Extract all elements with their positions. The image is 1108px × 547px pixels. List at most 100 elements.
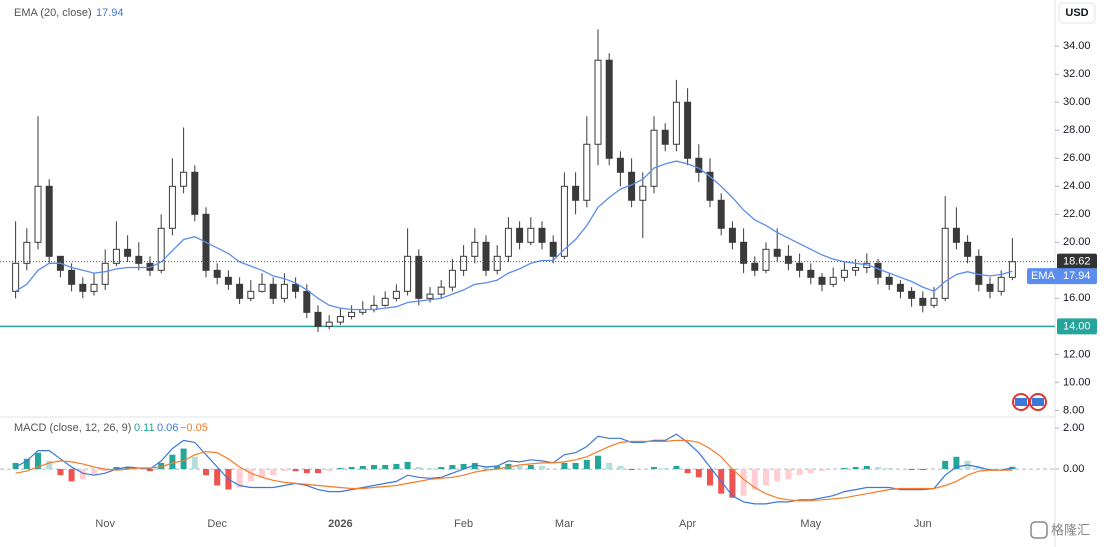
macd-bar bbox=[247, 469, 254, 482]
y-tick-label: 22.00 bbox=[1063, 208, 1091, 220]
macd-bar bbox=[449, 464, 456, 470]
y-tick-label: 28.00 bbox=[1063, 124, 1091, 136]
candle-body bbox=[392, 290, 400, 299]
candle-body bbox=[516, 227, 524, 243]
candle-body bbox=[773, 248, 781, 257]
macd-bar bbox=[774, 469, 781, 482]
candle-body bbox=[605, 59, 613, 159]
macd-bar bbox=[326, 469, 333, 472]
candle-body bbox=[583, 143, 591, 201]
currency: USD bbox=[1065, 7, 1088, 19]
x-tick-label: Jun bbox=[914, 518, 932, 530]
currency-box[interactable] bbox=[1058, 2, 1096, 24]
macd-bar bbox=[348, 467, 355, 470]
candle-body bbox=[482, 241, 490, 271]
macd-bar bbox=[684, 469, 691, 474]
macd-bar bbox=[628, 469, 635, 471]
macd-bar bbox=[561, 462, 568, 470]
candle-body bbox=[292, 283, 300, 292]
candle-body bbox=[952, 227, 960, 243]
candle-body bbox=[90, 283, 98, 292]
candle-body bbox=[247, 290, 255, 299]
y-tick-label: 8.00 bbox=[1063, 404, 1084, 416]
candle-body bbox=[717, 199, 725, 229]
candle-body bbox=[213, 269, 221, 278]
candle-body bbox=[751, 262, 759, 271]
macd-legend: MACD (close, 12, 26, 9) bbox=[14, 422, 131, 434]
candle-body bbox=[527, 227, 535, 243]
macd-bar bbox=[751, 469, 758, 490]
macd-bar bbox=[975, 467, 982, 470]
candle-body bbox=[941, 227, 949, 299]
macd-bar bbox=[102, 469, 109, 472]
macd-bar bbox=[191, 456, 198, 470]
x-tick-label: Apr bbox=[679, 518, 696, 530]
macd-bar bbox=[942, 460, 949, 470]
candle-body bbox=[784, 255, 792, 264]
macd-bar bbox=[471, 462, 478, 470]
macd-bar bbox=[695, 469, 702, 478]
macd-bar bbox=[617, 465, 624, 470]
macd-bar bbox=[572, 462, 579, 470]
macd-bar bbox=[863, 465, 870, 470]
x-tick-label: 2026 bbox=[328, 518, 352, 530]
candle-body bbox=[706, 171, 714, 201]
candle-body bbox=[45, 185, 53, 257]
y-tick-label: 24.00 bbox=[1063, 180, 1091, 192]
candle-body bbox=[672, 101, 680, 145]
candle-body bbox=[336, 316, 344, 323]
candle-body bbox=[404, 255, 412, 292]
candle-body bbox=[135, 255, 143, 264]
macd-bar bbox=[303, 469, 310, 474]
ema-tag-name: EMA bbox=[1031, 270, 1056, 282]
candle-body bbox=[728, 227, 736, 243]
macd-bar bbox=[763, 469, 769, 486]
candle-body bbox=[303, 290, 311, 313]
macd-bar bbox=[35, 452, 41, 470]
macd-bar bbox=[382, 464, 389, 470]
level-tag bbox=[1057, 318, 1097, 335]
watermark-text: 格隆汇 bbox=[1051, 522, 1090, 537]
macd-bar bbox=[673, 465, 680, 470]
y-tick-label: 34.00 bbox=[1063, 40, 1091, 52]
candle-body bbox=[124, 248, 132, 257]
candle-body bbox=[818, 276, 826, 285]
macd-bar bbox=[68, 469, 75, 482]
macd-signal-value: −0.05 bbox=[180, 422, 208, 434]
candle-body bbox=[269, 283, 277, 299]
candle-body bbox=[796, 262, 804, 271]
macd-line-value: 0.06 bbox=[157, 422, 178, 434]
macd-bar bbox=[516, 465, 523, 470]
macd-hist-value: 0.11 bbox=[134, 422, 155, 434]
candle-body bbox=[740, 241, 748, 264]
candle-body bbox=[1008, 261, 1016, 278]
y-tick-label: 10.00 bbox=[1063, 376, 1091, 388]
last-price-tag bbox=[1057, 253, 1097, 270]
macd-bar bbox=[785, 469, 792, 480]
candle-body bbox=[101, 262, 109, 285]
candle-body bbox=[280, 283, 288, 299]
y-tick-label: 12.00 bbox=[1063, 348, 1091, 360]
macd-bar bbox=[483, 467, 489, 470]
candle-body bbox=[997, 276, 1005, 292]
macd-bar bbox=[315, 469, 321, 474]
candle-body bbox=[684, 101, 692, 159]
x-tick-label: May bbox=[800, 518, 821, 530]
macd-bar bbox=[292, 469, 299, 472]
macd-bar bbox=[147, 469, 153, 472]
candle-body bbox=[426, 293, 434, 299]
signal-line bbox=[15, 439, 1013, 502]
macd-bar bbox=[494, 465, 501, 470]
flag-icons[interactable] bbox=[1012, 393, 1047, 411]
macd-bar bbox=[158, 462, 165, 470]
macd-bar bbox=[886, 468, 893, 470]
y-tick-label: 30.00 bbox=[1063, 96, 1091, 108]
ema-legend: EMA (20, close) bbox=[14, 7, 92, 19]
y-tick-label: 32.00 bbox=[1063, 68, 1091, 80]
candle-body bbox=[325, 321, 333, 327]
macd-bar bbox=[583, 459, 590, 470]
candle-body bbox=[112, 248, 120, 264]
candle-body bbox=[840, 269, 848, 278]
x-tick-label: Dec bbox=[207, 518, 227, 530]
candle-body bbox=[437, 286, 445, 295]
